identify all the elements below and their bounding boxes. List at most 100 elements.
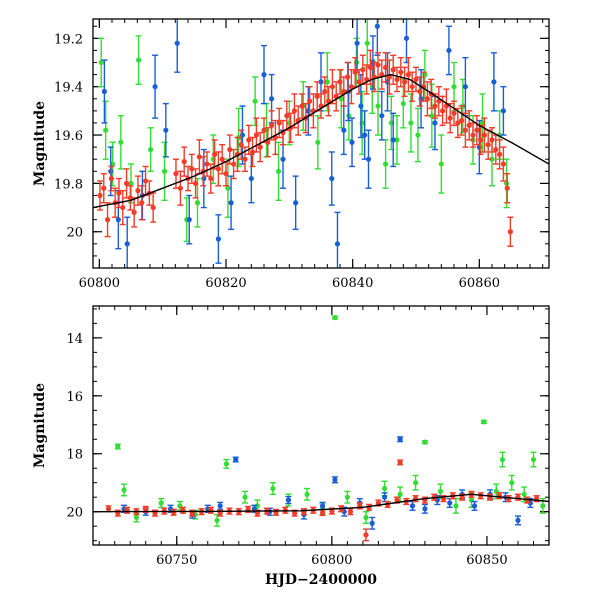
red-point [307,98,313,104]
green-point [521,491,527,497]
red-point [223,171,229,177]
y-tick-label: 19.2 [54,32,83,47]
green-point [413,480,419,486]
red-point [284,113,290,119]
x-tick-label: 60850 [466,553,507,568]
green-point [481,419,487,425]
blue-point [215,236,221,242]
blue-point [397,436,403,442]
y-tick-label: 20 [66,226,83,241]
blue-point [280,156,286,162]
blue-point [403,35,410,41]
green-point [437,488,444,495]
green-point [103,127,109,133]
blue-point [124,241,130,247]
red-point [269,122,275,128]
red-point [238,142,244,148]
red-point [265,139,271,145]
green-point [344,494,350,500]
red-point [500,161,506,167]
green-point [148,146,154,153]
green-point [408,120,414,126]
blue-point [248,175,254,182]
green-point [324,79,330,85]
red-point [139,200,145,206]
red-point [341,88,347,95]
red-point [257,144,263,150]
blue-point [500,108,506,114]
green-point [115,443,121,450]
y-tick-label: 19.8 [54,177,83,192]
red-point [455,120,461,126]
red-point [276,120,282,126]
y-tick-label: 20 [66,506,83,521]
red-point [394,76,400,83]
red-point [299,103,305,109]
red-point [181,159,187,165]
green-point [415,132,421,138]
green-point [121,487,127,493]
green-point [453,503,459,509]
plot-frame [92,18,550,269]
green-point [332,314,338,321]
green-point [540,503,546,509]
green-point [530,456,537,463]
y-tick-label: 19.4 [54,81,83,96]
red-point [215,166,221,172]
x-tick-label: 60800 [311,553,352,568]
red-point [417,88,423,95]
red-point [360,67,366,73]
green-point [270,485,276,492]
red-point [402,79,408,85]
red-point [352,69,358,75]
x-tick-label: 60750 [156,553,197,568]
red-point [413,76,419,83]
red-point [329,84,335,90]
red-point [447,115,453,121]
red-point [150,204,156,211]
x-axis-label: HJD−2400000 [265,572,377,588]
red-point [105,506,112,512]
blue-point [217,503,223,509]
red-point [254,510,261,516]
green-point [363,514,369,521]
green-point [225,185,231,191]
bottom-panel: 60750 60800 60850 14 16 18 20 Magnitude HJD−2400… [32,305,550,588]
blue-point [285,497,292,503]
blue-point [381,494,388,500]
blue-point [462,84,468,90]
y-axis-label: Magnitude [32,383,48,468]
green-point [304,491,310,497]
green-point [451,84,457,90]
green-point [194,200,201,206]
x-tick-label: 60820 [205,276,246,291]
plot-frame [92,305,550,546]
green-point [429,113,435,119]
y-tick-label: 19.6 [54,129,83,144]
green-point [133,514,140,521]
red-point [345,74,351,80]
blue-point [101,88,107,95]
red-point [497,151,503,157]
green-point [136,57,142,63]
red-point [97,192,103,199]
blue-point [228,200,234,206]
green-point [158,500,164,506]
blue-point [163,127,169,133]
blue-point [115,217,121,223]
red-point [171,509,177,515]
red-point [196,154,202,160]
x-tick-label: 60800 [79,276,120,291]
green-point [252,98,258,104]
red-point [397,459,403,466]
green-point [128,180,134,186]
blue-point [349,139,355,145]
series-red [105,459,540,542]
red-point [390,67,396,73]
green-point [383,161,389,167]
red-point [347,509,354,515]
model-fit-curve [93,493,549,513]
red-point [506,496,512,502]
blue-point [515,517,521,523]
